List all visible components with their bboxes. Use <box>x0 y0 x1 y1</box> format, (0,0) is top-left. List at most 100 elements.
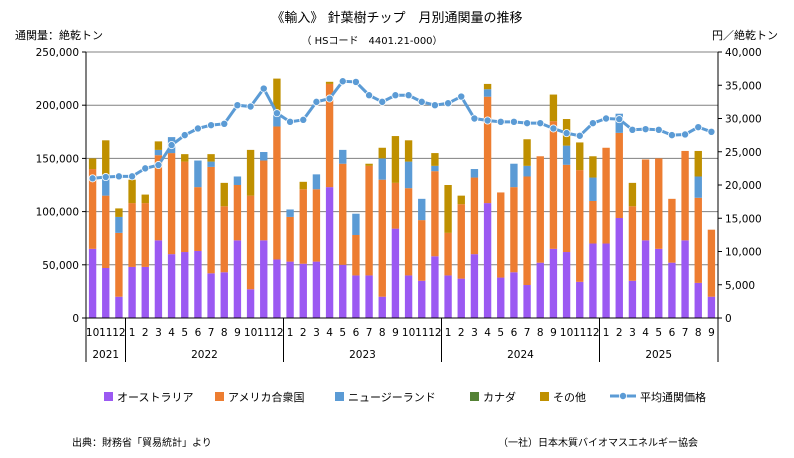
bar-segment <box>115 296 123 318</box>
price-point <box>496 117 505 126</box>
price-point <box>325 94 334 103</box>
chart-subtitle: （ HSコード 4401.21-000） <box>301 35 442 47</box>
legend-swatch <box>470 392 479 401</box>
price-point <box>457 92 466 101</box>
x-month-label: 6 <box>669 327 676 339</box>
bar-segment <box>207 154 215 162</box>
bar-segment <box>431 256 439 318</box>
x-month-label: 1 <box>445 327 452 339</box>
bar-segment <box>167 254 176 318</box>
price-point <box>509 117 518 126</box>
bar-segment <box>523 165 531 177</box>
legend-label: オーストラリア <box>117 391 193 404</box>
bar-segment <box>154 240 163 318</box>
y-right-tick-label: 40,000 <box>725 47 762 59</box>
bar-segment <box>510 187 518 273</box>
bar-segment <box>273 259 281 318</box>
bar-segment <box>483 203 492 318</box>
price-point <box>114 172 123 181</box>
bar-segment <box>181 161 189 253</box>
bar-segment <box>378 147 386 159</box>
bars <box>88 78 716 318</box>
bar-segment <box>694 150 702 177</box>
price-point <box>549 124 558 133</box>
legend-label: その他 <box>553 391 586 404</box>
chart-title: 《輸入》 針葉樹チップ 月別通関量の推移 <box>271 11 522 26</box>
y-axis-right-label: 円／絶乾トン <box>712 28 778 42</box>
y-left-tick-label: 250,000 <box>36 47 79 59</box>
bar-segment <box>88 248 97 318</box>
y-axis-left-label: 通関量：絶乾トン <box>15 28 103 42</box>
y-left-tick-label: 0 <box>72 313 79 325</box>
bar-segment <box>352 235 360 276</box>
price-point <box>88 174 97 183</box>
bar-segment <box>602 147 610 244</box>
x-month-label: 2 <box>300 327 307 339</box>
bar-segment <box>470 177 479 255</box>
bar-segment <box>523 139 531 166</box>
price-point <box>404 91 413 100</box>
y-right-tick-label: 15,000 <box>725 213 762 225</box>
bar-segment <box>102 140 110 175</box>
x-year-label: 2021 <box>92 349 119 361</box>
bar-segment <box>286 209 294 217</box>
price-point <box>444 99 453 108</box>
bar-segment <box>286 261 294 318</box>
price-point <box>312 97 321 106</box>
x-month-label: 1 <box>603 327 610 339</box>
x-month-label: 1 <box>129 327 136 339</box>
x-month-label: 7 <box>524 327 531 339</box>
price-point <box>694 123 703 132</box>
bar-segment <box>128 179 136 204</box>
x-year-label: 2023 <box>349 349 376 361</box>
price-point <box>286 117 295 126</box>
price-point <box>351 77 360 86</box>
bar-segment <box>181 252 189 318</box>
bar-segment <box>707 229 716 297</box>
x-month-label: 6 <box>353 327 360 339</box>
bar-segment <box>88 158 97 170</box>
bar-segment <box>141 203 149 267</box>
legend-label: 平均通関価格 <box>640 390 706 404</box>
bar-segment <box>233 176 242 185</box>
bar-segment <box>694 197 702 283</box>
bar-segment <box>325 81 334 84</box>
x-year-label: 2022 <box>191 349 218 361</box>
x-month-label: 4 <box>326 327 333 339</box>
bar-segment <box>431 171 439 257</box>
bar-segment <box>549 248 558 318</box>
price-point <box>628 125 637 134</box>
x-month-label: 5 <box>655 327 662 339</box>
x-month-label: 3 <box>629 327 636 339</box>
bar-segment <box>615 217 623 318</box>
x-month-label: 7 <box>208 327 215 339</box>
bar-segment <box>115 208 123 217</box>
source-note: 出典：財務省「貿易統計」より <box>72 436 212 449</box>
bar-segment <box>641 240 650 318</box>
bar-segment <box>681 150 689 241</box>
price-point <box>207 121 216 130</box>
bar-segment <box>470 169 479 178</box>
bar-segment <box>655 158 663 249</box>
bar-segment <box>641 159 650 241</box>
bar-segment <box>207 273 215 318</box>
y-right-tick-label: 35,000 <box>725 80 762 92</box>
bar-segment <box>668 198 676 263</box>
x-month-label: 12 <box>586 327 599 339</box>
bar-segment <box>562 145 571 165</box>
price-point <box>259 84 268 93</box>
x-axis-labels: 10 11 12 1 2 3 4 5 6 7 8 9 10 11 12 1 2 3 4 5 6 7 8 9 10 11 12 1 2 3 4… <box>86 327 715 361</box>
x-month-label: 3 <box>471 327 478 339</box>
bar-segment <box>365 163 373 166</box>
bar-segment <box>299 181 307 190</box>
bar-segment <box>378 296 386 318</box>
price-point <box>588 119 597 128</box>
bar-segment <box>457 278 465 318</box>
bar-segment <box>115 232 123 297</box>
price-line <box>88 77 716 183</box>
bar-segment <box>589 156 597 178</box>
bar-segment <box>220 182 228 207</box>
bar-segment <box>418 220 426 281</box>
price-point <box>417 97 426 106</box>
